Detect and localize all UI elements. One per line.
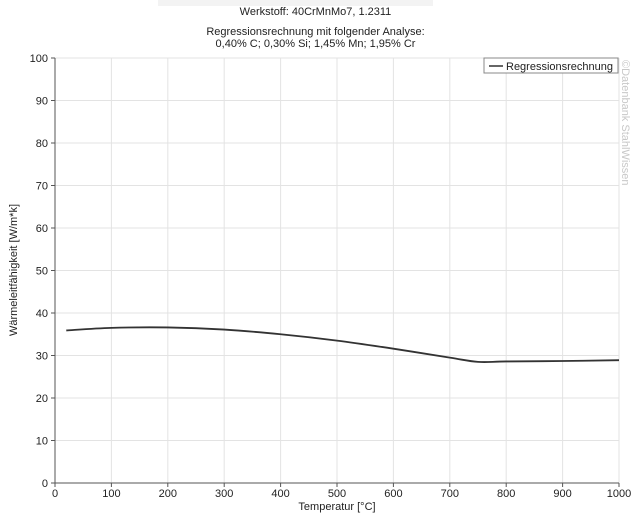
- legend-entry: Regressionsrechnung: [506, 61, 613, 73]
- x-tick-label: 100: [102, 488, 120, 500]
- y-tick-labels: 0 10 20 30 40 50 60 70 80 90 100: [30, 53, 48, 490]
- chart-subtitle-line1: Regressionsrechnung mit folgender Analys…: [206, 26, 425, 38]
- y-axis-label: Wärmeleitfähigkeit [W/m*k]: [8, 204, 20, 336]
- y-tick-label: 60: [36, 223, 48, 235]
- y-tick-label: 100: [30, 53, 48, 65]
- x-tick-label: 600: [384, 488, 402, 500]
- x-tick-label: 800: [497, 488, 515, 500]
- header-strip: [158, 0, 433, 6]
- y-tick-label: 50: [36, 266, 48, 278]
- y-tick-label: 10: [36, 436, 48, 448]
- x-tick-label: 200: [159, 488, 177, 500]
- chart-subtitle-line2: 0,40% C; 0,30% Si; 1,45% Mn; 1,95% Cr: [215, 38, 416, 50]
- y-tick-label: 70: [36, 181, 48, 193]
- y-tick-label: 0: [42, 478, 48, 490]
- x-tick-label: 500: [328, 488, 346, 500]
- chart-title: Werkstoff: 40CrMnMo7, 1.2311: [239, 6, 392, 18]
- x-tick-label: 300: [215, 488, 233, 500]
- x-axis-label: Temperatur [°C]: [298, 501, 375, 513]
- legend-box: [483, 57, 619, 74]
- x-tick-label: 1000: [607, 488, 631, 500]
- y-tick-label: 90: [36, 96, 48, 108]
- series-layer: [66, 326, 620, 363]
- y-tick-label: 40: [36, 308, 48, 320]
- x-tick-label: 700: [441, 488, 459, 500]
- x-tick-label: 400: [271, 488, 289, 500]
- x-tick-label: 0: [52, 488, 58, 500]
- grid: [55, 57, 620, 483]
- series-line-regressionsrechnung: [66, 326, 620, 363]
- x-tick-label: 900: [553, 488, 571, 500]
- y-tick-label: 30: [36, 351, 48, 363]
- y-tick-label: 20: [36, 393, 48, 405]
- axes: [51, 57, 620, 487]
- legend: Regressionsrechnung: [483, 57, 619, 74]
- x-tick-labels: 0 100 200 300 400 500 600 700 800 900 1000: [52, 488, 631, 500]
- watermark: ©Datenbank StahlWissen: [619, 60, 631, 186]
- y-tick-label: 80: [36, 138, 48, 150]
